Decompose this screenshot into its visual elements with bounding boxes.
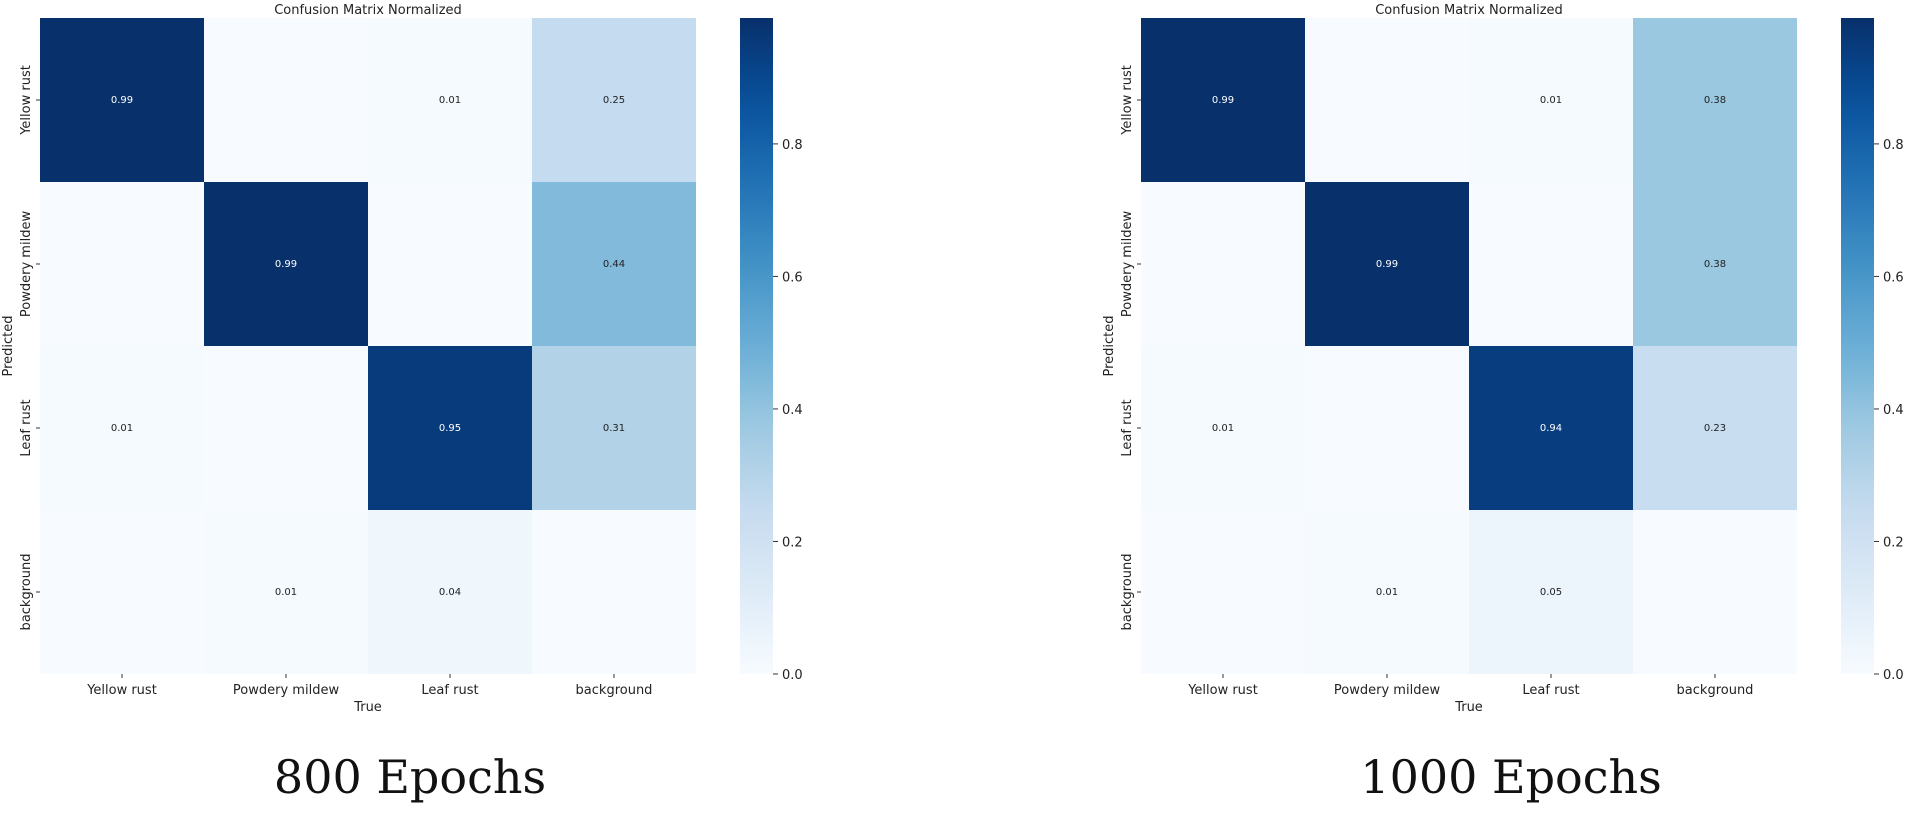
heatmap-cell — [368, 182, 532, 346]
heatmap-cell — [1141, 18, 1305, 182]
heatmap-cell — [1469, 346, 1633, 510]
colorbar-tick-label: 0.0 — [1883, 668, 1904, 683]
heatmap-cell — [1305, 182, 1469, 346]
cell-value-label: 0.38 — [1704, 259, 1726, 270]
colorbar-tick-label: 0.8 — [782, 138, 803, 153]
chart-panel-800: Confusion Matrix Normalized 0.99 0.01 0.25 0… — [0, 0, 952, 831]
chart-title: Confusion Matrix Normalized — [1375, 3, 1563, 18]
cell-value-label: 0.99 — [111, 95, 133, 106]
y-tick-label: background — [1120, 554, 1135, 631]
colorbar-tick-label: 0.6 — [782, 270, 803, 285]
heatmap-cell — [1141, 510, 1305, 674]
heatmap-cell — [1633, 182, 1797, 346]
cell-value-label: 0.99 — [275, 259, 297, 270]
chart-panel-1000: Confusion Matrix Normalized 0.99 0.01 0.38 0… — [1101, 0, 1905, 831]
x-axis-label: True — [1454, 700, 1483, 715]
heatmap-cell — [1633, 346, 1797, 510]
heatmap-cell — [532, 182, 696, 346]
heatmap-cell — [40, 182, 204, 346]
cell-value-label: 0.01 — [439, 95, 461, 106]
chart-title: Confusion Matrix Normalized — [274, 3, 462, 18]
colorbar-tick-label: 0.2 — [1883, 535, 1904, 550]
cell-value-label: 0.01 — [275, 587, 297, 598]
heatmap-cell — [1305, 510, 1469, 674]
cell-value-label: 0.95 — [439, 423, 461, 434]
heatmap-cell — [1633, 18, 1797, 182]
heatmap-cell — [40, 346, 204, 510]
heatmap-cell — [1141, 346, 1305, 510]
cell-value-label: 0.25 — [603, 95, 625, 106]
colorbar — [740, 18, 773, 674]
cell-value-label: 0.01 — [1212, 423, 1234, 434]
y-axis-label: Predicted — [1, 315, 16, 376]
cell-value-label: 0.04 — [439, 587, 461, 598]
colorbar-tick-label: 0.4 — [1883, 403, 1904, 418]
cell-value-label: 0.99 — [1212, 95, 1234, 106]
x-tick-label: Yellow rust — [1187, 683, 1258, 698]
heatmap-cell — [204, 182, 368, 346]
x-tick-label: Leaf rust — [421, 683, 478, 698]
x-tick-label: Leaf rust — [1522, 683, 1579, 698]
y-tick-label: Powdery mildew — [19, 211, 34, 318]
y-tick-label: Leaf rust — [19, 399, 34, 456]
heatmap-cell — [532, 510, 696, 674]
x-tick-label: background — [1677, 683, 1754, 698]
heatmap-cell — [204, 18, 368, 182]
heatmap-cell — [1141, 182, 1305, 346]
x-tick-label: Yellow rust — [86, 683, 157, 698]
heatmap-cell — [532, 18, 696, 182]
heatmap-cell — [1469, 18, 1633, 182]
cell-value-label: 0.44 — [603, 259, 625, 270]
cell-value-label: 0.05 — [1540, 587, 1562, 598]
heatmap-cell — [1469, 182, 1633, 346]
cell-value-label: 0.31 — [603, 423, 625, 434]
x-axis-label: True — [353, 700, 382, 715]
cell-value-label: 0.23 — [1704, 423, 1726, 434]
confusion-matrix-chart: Confusion Matrix Normalized 0.99 0.01 0.25 0… — [1, 3, 803, 715]
chart-caption: 1000 Epochs — [1360, 750, 1662, 804]
heatmap-cell — [1305, 346, 1469, 510]
heatmap-cell — [204, 346, 368, 510]
heatmap-cell — [1469, 510, 1633, 674]
x-tick-label: Powdery mildew — [1334, 683, 1441, 698]
colorbar-tick-label: 0.0 — [782, 668, 803, 683]
cell-value-label: 0.01 — [111, 423, 133, 434]
x-tick-label: background — [576, 683, 653, 698]
y-tick-label: Yellow rust — [19, 65, 34, 136]
cell-value-label: 0.01 — [1376, 587, 1398, 598]
x-tick-label: Powdery mildew — [233, 683, 340, 698]
cell-value-label: 0.99 — [1376, 259, 1398, 270]
y-tick-label: Yellow rust — [1120, 65, 1135, 136]
cell-value-label: 0.01 — [1540, 95, 1562, 106]
colorbar-tick-label: 0.2 — [782, 535, 803, 550]
heatmap-cell — [368, 346, 532, 510]
confusion-matrix-chart: Confusion Matrix Normalized 0.99 0.01 0.38 0… — [1102, 3, 1904, 715]
colorbar-tick-label: 0.6 — [1883, 270, 1904, 285]
y-axis-label: Predicted — [1102, 315, 1117, 376]
heatmap-cell — [1633, 510, 1797, 674]
chart-caption: 800 Epochs — [273, 750, 547, 804]
y-tick-label: background — [19, 554, 34, 631]
heatmap-cell — [40, 510, 204, 674]
colorbar-tick-label: 0.4 — [782, 403, 803, 418]
heatmap-cell — [368, 18, 532, 182]
heatmap-cell — [1305, 18, 1469, 182]
colorbar — [1841, 18, 1874, 674]
y-tick-label: Leaf rust — [1120, 399, 1135, 456]
cell-value-label: 0.94 — [1540, 423, 1562, 434]
heatmap-cell — [40, 18, 204, 182]
y-tick-label: Powdery mildew — [1120, 211, 1135, 318]
heatmap-cell — [532, 346, 696, 510]
cell-value-label: 0.38 — [1704, 95, 1726, 106]
heatmap-cell — [204, 510, 368, 674]
colorbar-tick-label: 0.8 — [1883, 138, 1904, 153]
heatmap-cell — [368, 510, 532, 674]
